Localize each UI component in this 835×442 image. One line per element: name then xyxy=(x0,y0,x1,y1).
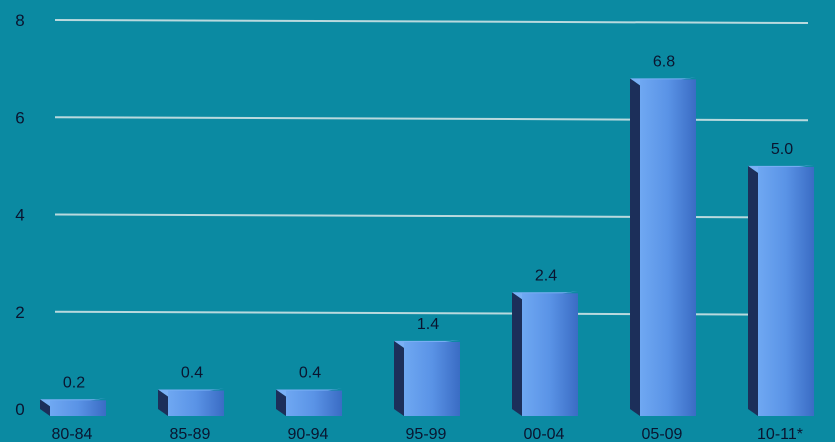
data-label: 2.4 xyxy=(535,267,557,284)
bar-side xyxy=(394,340,404,416)
bar-side xyxy=(512,292,522,416)
gridline xyxy=(54,19,809,24)
bar-10-11* xyxy=(758,166,814,416)
bar-side xyxy=(748,165,758,416)
y-tick-label: 6 xyxy=(15,108,24,127)
x-category-label: 85-89 xyxy=(170,426,211,442)
bar-00-04 xyxy=(522,293,578,416)
y-tick-label: 4 xyxy=(15,206,24,225)
data-label: 0.4 xyxy=(299,365,321,382)
x-category-label: 05-09 xyxy=(642,426,683,442)
bar-side xyxy=(40,399,50,416)
bar-80-84 xyxy=(50,400,106,416)
data-label: 0.4 xyxy=(181,365,203,382)
bar-side xyxy=(158,389,168,416)
bars xyxy=(40,77,814,416)
bar-90-94 xyxy=(286,390,342,416)
bar-95-99 xyxy=(404,341,460,416)
y-tick-label: 8 xyxy=(15,11,24,30)
x-category-label: 95-99 xyxy=(406,426,447,442)
y-tick-label: 0 xyxy=(15,400,24,419)
y-tick-label: 2 xyxy=(15,303,24,322)
labels: 0 2 4 6 8 0.2 80-84 0.4 85-89 0.4 90-94 1.4 95-99 2.4… xyxy=(15,11,803,442)
data-label: 5.0 xyxy=(771,141,793,158)
x-category-label: 80-84 xyxy=(52,426,93,442)
x-category-label: 00-04 xyxy=(524,426,565,442)
data-label: 1.4 xyxy=(417,316,439,333)
x-category-label: 10-11* xyxy=(757,426,803,442)
data-label: 0.2 xyxy=(63,374,85,391)
bar-side xyxy=(630,78,640,416)
data-label: 6.8 xyxy=(653,53,675,70)
bar-side xyxy=(276,389,286,416)
bar-05-09 xyxy=(640,79,696,416)
x-category-label: 90-94 xyxy=(288,426,329,442)
bar-85-89 xyxy=(168,390,224,416)
